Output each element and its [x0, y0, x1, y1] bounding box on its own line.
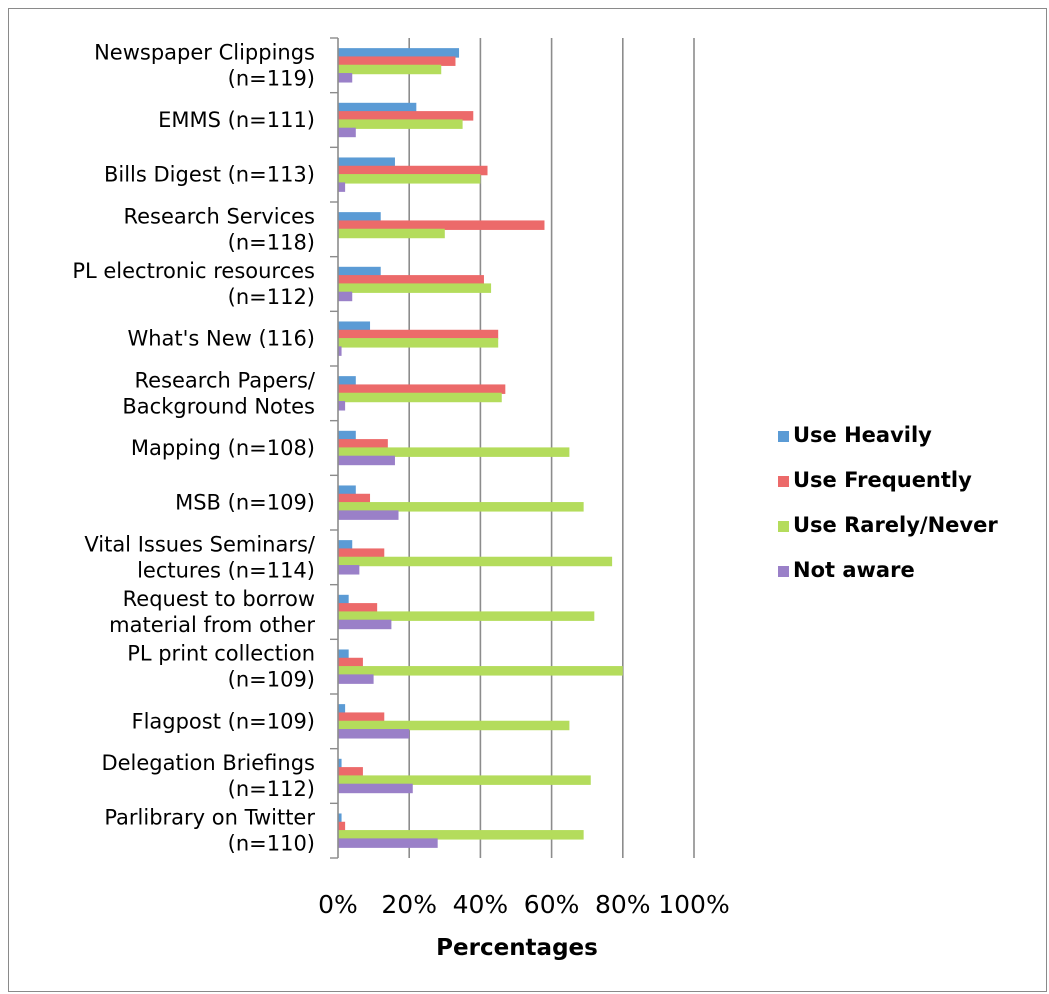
bar — [338, 266, 381, 277]
bar — [338, 540, 353, 550]
bar — [338, 220, 545, 230]
category-label: EMMS (n=111) — [158, 108, 315, 132]
bar — [338, 485, 356, 495]
legend: Use Heavily Use Frequently Use Rarely/Neve… — [778, 423, 998, 582]
x-tick-label: 80% — [595, 890, 651, 919]
category-label: Bills Digest (n=113) — [104, 163, 315, 187]
category-label: Flagpost (n=109) — [131, 709, 315, 733]
x-tick-label: 0% — [318, 890, 358, 919]
x-tick-label: 100% — [658, 890, 729, 919]
bar — [338, 649, 349, 659]
category-label: Research Papers/Background Notes — [122, 368, 316, 418]
bar — [338, 376, 356, 386]
bar — [338, 783, 413, 794]
bar — [338, 228, 445, 239]
bar — [338, 556, 613, 567]
bar — [338, 392, 502, 403]
bar — [338, 720, 570, 731]
bar — [338, 48, 460, 58]
bar — [338, 611, 595, 621]
category-label: PL print collection (n=109) — [127, 642, 315, 692]
axes — [330, 37, 339, 859]
bar — [338, 674, 374, 684]
category-label: PL electronic resources (n=112) — [72, 259, 315, 309]
legend-label: Use Frequently — [793, 468, 972, 492]
bar — [338, 510, 399, 520]
category-label: Delegation Briefings (n=112) — [101, 751, 315, 801]
bar — [338, 838, 438, 848]
bar — [338, 346, 342, 356]
bar — [338, 182, 346, 192]
bar — [338, 594, 349, 605]
category-label: MSB (n=109) — [175, 491, 315, 515]
bar — [338, 619, 392, 630]
bar — [338, 821, 346, 832]
category-label: Newspaper Clippings (n=119) — [94, 40, 315, 90]
bar — [338, 291, 353, 302]
category-label: Research Services (n=118) — [123, 204, 315, 254]
bar — [338, 603, 378, 613]
category-labels: Newspaper Clippings (n=119) EMMS (n=111) Bi… — [72, 40, 316, 855]
legend-swatch — [778, 521, 789, 532]
legend-label: Use Heavily — [793, 423, 932, 447]
bar — [338, 712, 385, 722]
bar — [338, 275, 484, 285]
bar — [338, 729, 410, 739]
bar — [338, 212, 381, 222]
bar — [338, 119, 463, 129]
category-label: What's New (116) — [127, 327, 315, 351]
bar — [338, 384, 506, 394]
bar — [338, 329, 499, 340]
bar — [338, 704, 346, 714]
bar — [338, 321, 371, 331]
category-label: Vital Issues Seminars/lectures (n=114) — [84, 532, 316, 582]
bar — [338, 830, 584, 840]
x-tick-label: 40% — [453, 890, 509, 919]
bar — [338, 548, 385, 558]
category-label: Parlibrary on Twitter (n=110) — [104, 806, 315, 856]
bar — [338, 447, 570, 457]
bar — [338, 813, 342, 823]
category-label: Request to borrow material from other — [109, 587, 315, 637]
bar — [338, 493, 371, 504]
bar — [338, 283, 492, 293]
bar — [338, 758, 342, 769]
bar — [338, 174, 481, 184]
bar — [338, 73, 353, 83]
x-axis-title: Percentages — [436, 935, 598, 961]
bar — [338, 56, 456, 66]
legend-swatch — [778, 431, 789, 442]
bar — [338, 455, 395, 466]
bar — [338, 338, 499, 348]
legend-swatch — [778, 566, 789, 577]
bar — [338, 127, 356, 138]
bar — [338, 102, 417, 113]
bar — [338, 430, 356, 441]
x-tick-label: 60% — [524, 890, 580, 919]
x-tick-labels: 0% 20% 40% 60% 80% 100% — [318, 890, 730, 919]
bar — [338, 657, 363, 668]
legend-label: Not aware — [793, 558, 915, 582]
bar — [338, 666, 623, 676]
bar — [338, 775, 591, 785]
bar — [338, 157, 395, 167]
bar — [338, 111, 474, 121]
chart-frame — [8, 8, 1047, 992]
bars — [338, 48, 623, 848]
bar — [338, 767, 363, 777]
bar — [338, 565, 360, 575]
bar — [338, 439, 388, 449]
legend-swatch — [778, 476, 789, 487]
bar — [338, 502, 584, 512]
x-tick-label: 20% — [381, 890, 437, 919]
bar — [338, 64, 442, 75]
legend-label: Use Rarely/Never — [793, 513, 998, 537]
bar — [338, 401, 346, 411]
bar — [338, 165, 488, 176]
category-label: Mapping (n=108) — [131, 436, 315, 460]
